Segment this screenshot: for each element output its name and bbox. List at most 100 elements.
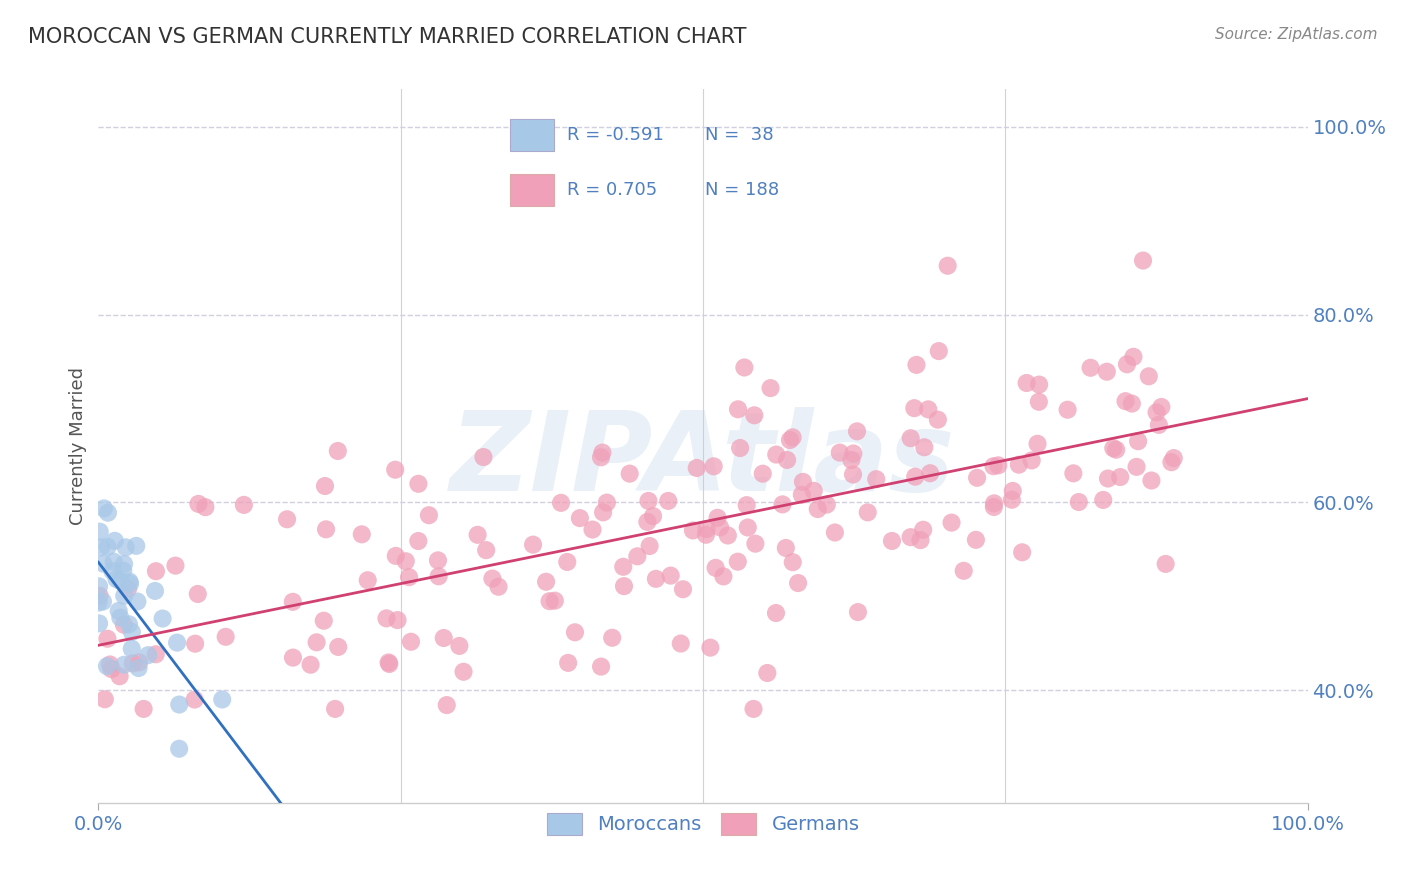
Point — [657, 494, 679, 508]
Point — [326, 444, 349, 458]
Point — [167, 698, 190, 712]
Point — [905, 358, 928, 372]
Point — [481, 572, 503, 586]
Point — [120, 577, 142, 591]
Text: Source: ZipAtlas.com: Source: ZipAtlas.com — [1215, 27, 1378, 42]
Point — [166, 635, 188, 649]
Point — [312, 614, 335, 628]
Point — [1062, 467, 1084, 481]
Point — [910, 533, 932, 548]
Y-axis label: Currently Married: Currently Married — [69, 367, 87, 525]
Point — [1146, 405, 1168, 419]
Point — [1001, 483, 1024, 498]
Point — [776, 453, 799, 467]
Point — [936, 259, 959, 273]
Point — [638, 539, 661, 553]
Point — [744, 537, 766, 551]
Text: MOROCCAN VS GERMAN CURRENTLY MARRIED CORRELATION CHART: MOROCCAN VS GERMAN CURRENTLY MARRIED COR… — [28, 27, 747, 46]
Point — [792, 475, 814, 489]
Point — [735, 498, 758, 512]
Text: ZIPAtlas: ZIPAtlas — [450, 407, 956, 514]
Point — [686, 461, 709, 475]
Point — [183, 692, 205, 706]
Point — [534, 574, 557, 589]
Point — [357, 573, 380, 587]
Point — [846, 605, 869, 619]
Point — [555, 555, 578, 569]
Point — [612, 559, 634, 574]
Point — [97, 506, 120, 520]
Point — [619, 467, 641, 481]
Point — [1125, 459, 1147, 474]
Point — [1021, 453, 1043, 467]
Point — [315, 522, 337, 536]
Point — [752, 467, 775, 481]
Point — [114, 541, 136, 555]
Point — [927, 412, 949, 426]
Point — [1001, 492, 1024, 507]
Point — [127, 594, 149, 608]
Point — [1154, 557, 1177, 571]
Point — [350, 527, 373, 541]
Point — [803, 483, 825, 498]
Point — [101, 564, 124, 578]
Point — [591, 445, 613, 459]
Point — [136, 648, 159, 662]
Point — [165, 558, 187, 573]
Point — [717, 528, 740, 542]
Point — [703, 459, 725, 474]
Point — [966, 471, 988, 485]
Point — [581, 523, 603, 537]
Point — [965, 533, 987, 547]
Point — [408, 476, 430, 491]
Point — [912, 523, 935, 537]
Point — [107, 604, 129, 618]
Point — [1092, 492, 1115, 507]
Point — [98, 657, 121, 672]
Point — [299, 657, 322, 672]
Point — [626, 549, 648, 564]
Point — [779, 433, 801, 447]
Point — [453, 665, 475, 679]
Point — [775, 541, 797, 555]
Point — [143, 583, 166, 598]
Point — [1102, 441, 1125, 455]
Point — [544, 593, 567, 607]
Point — [118, 574, 141, 589]
Point — [100, 662, 122, 676]
Point — [600, 631, 623, 645]
Point — [117, 582, 139, 596]
Point — [87, 579, 110, 593]
Point — [983, 500, 1005, 514]
Point — [928, 344, 950, 359]
Point — [659, 568, 682, 582]
Point — [865, 472, 887, 486]
Point — [87, 616, 110, 631]
Point — [132, 702, 155, 716]
Point — [377, 656, 399, 670]
Point — [378, 657, 401, 671]
Point — [709, 520, 731, 534]
Point — [987, 458, 1010, 473]
Point — [167, 741, 190, 756]
Point — [1067, 495, 1090, 509]
Point — [214, 630, 236, 644]
Point — [782, 430, 804, 444]
Point — [952, 564, 974, 578]
Point — [900, 431, 922, 445]
Point — [1163, 451, 1185, 466]
Point — [408, 534, 430, 549]
Point — [1056, 402, 1078, 417]
Point — [89, 589, 111, 603]
Point — [194, 500, 217, 515]
Point — [941, 516, 963, 530]
Point — [328, 640, 350, 654]
Point — [418, 508, 440, 523]
Point — [488, 580, 510, 594]
Point — [375, 611, 398, 625]
Point — [1109, 470, 1132, 484]
Point — [90, 541, 112, 555]
Point — [128, 656, 150, 670]
Point — [765, 606, 787, 620]
Point — [669, 636, 692, 650]
